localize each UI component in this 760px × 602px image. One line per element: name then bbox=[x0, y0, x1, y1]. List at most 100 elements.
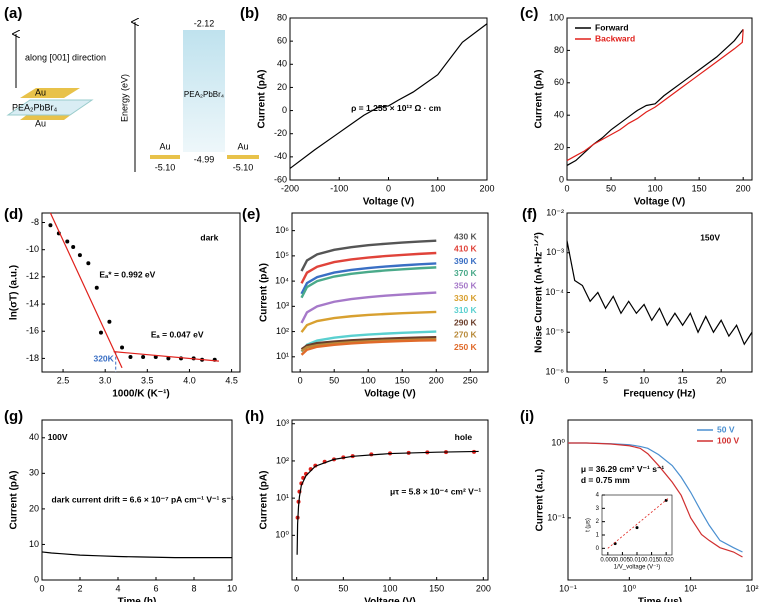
perovskite-slab bbox=[6, 99, 94, 116]
y-tick-label: 40 bbox=[554, 110, 564, 120]
y-tick-label: -18 bbox=[26, 353, 39, 363]
data-line bbox=[41, 551, 232, 559]
y-tick-label: 0 bbox=[282, 105, 287, 115]
y-tick-label: 0 bbox=[34, 574, 39, 584]
y-tick-label: -40 bbox=[274, 151, 287, 161]
y-tick-label: 10⁻⁴ bbox=[545, 287, 564, 297]
data-line bbox=[300, 330, 437, 353]
data-line bbox=[49, 212, 123, 369]
y-tick-label: 40 bbox=[29, 432, 39, 442]
x-tick-label: 0 bbox=[564, 375, 569, 385]
x-tick-label: 150 bbox=[395, 375, 410, 385]
annotation: dark current drift = 6.6 × 10⁻⁷ pA cm⁻¹ … bbox=[52, 494, 234, 504]
x-axis-label: Voltage (V) bbox=[634, 197, 685, 208]
x-axis-label: Time (μs) bbox=[638, 597, 682, 602]
plot-frame bbox=[566, 212, 753, 373]
data-point bbox=[86, 261, 91, 266]
y-tick-label: 80 bbox=[277, 12, 287, 22]
x-tick-label: 250 bbox=[463, 375, 478, 385]
legend-label: 270 K bbox=[454, 330, 478, 340]
panel-label: (d) bbox=[4, 206, 23, 223]
data-line bbox=[300, 310, 437, 333]
x-tick-label: -200 bbox=[281, 183, 299, 193]
y-tick-label: 60 bbox=[554, 77, 564, 87]
y-tick-label: -20 bbox=[274, 128, 287, 138]
annotation: 150V bbox=[700, 233, 720, 243]
x-axis-label: Frequency (Hz) bbox=[623, 389, 695, 400]
y-axis-label: Current (pA) bbox=[259, 471, 270, 530]
data-point bbox=[107, 319, 112, 324]
au-top bbox=[20, 88, 80, 98]
au-level bbox=[150, 155, 180, 159]
data-point bbox=[94, 285, 99, 290]
x-tick-label: 10 bbox=[639, 375, 649, 385]
panel-label: (h) bbox=[245, 408, 264, 425]
annotation: d = 0.75 mm bbox=[581, 475, 630, 485]
data-point bbox=[166, 356, 171, 361]
x-tick-label: 50 bbox=[329, 375, 339, 385]
y-tick-label: 10³ bbox=[276, 301, 289, 311]
x-tick-label: 3.0 bbox=[99, 375, 112, 385]
data-point bbox=[98, 330, 103, 335]
x-tick-label: 100 bbox=[430, 183, 445, 193]
y-axis-label: Noise Current (nA·Hz⁻¹ᐟ²) bbox=[534, 232, 545, 353]
plot-frame bbox=[291, 212, 489, 373]
y-tick-label: 60 bbox=[277, 36, 287, 46]
legend-label: 50 V bbox=[717, 424, 735, 434]
data-point bbox=[65, 239, 70, 244]
x-tick-label: 2.5 bbox=[57, 375, 70, 385]
y-tick-label: 10⁻² bbox=[546, 207, 564, 217]
data-line bbox=[566, 240, 753, 346]
x-tick-label: 100 bbox=[648, 183, 663, 193]
x-axis-label: Voltage (V) bbox=[364, 597, 415, 602]
legend-label: 310 K bbox=[454, 305, 478, 315]
y-tick-label: 10² bbox=[276, 326, 289, 336]
y-tick-label: -14 bbox=[26, 298, 39, 308]
x-tick-label: 50 bbox=[606, 183, 616, 193]
data-point bbox=[128, 355, 133, 360]
data-line bbox=[300, 251, 437, 284]
metal-label: Au bbox=[159, 141, 170, 151]
material-label: PEA₂PbBr₄ bbox=[184, 90, 224, 99]
y-tick-label: 4 bbox=[596, 493, 600, 499]
data-line bbox=[289, 23, 488, 169]
panel-label: (c) bbox=[520, 5, 538, 22]
data-point bbox=[120, 345, 125, 350]
au-level bbox=[227, 155, 259, 159]
y-tick-label: 10⁶ bbox=[275, 225, 289, 235]
legend-label: 390 K bbox=[454, 256, 478, 266]
x-tick-label: 0 bbox=[386, 183, 391, 193]
y-tick-label: 10⁴ bbox=[275, 275, 289, 285]
y-tick-label: 30 bbox=[29, 468, 39, 478]
level-label: -4.99 bbox=[194, 154, 215, 164]
data-point bbox=[48, 223, 53, 228]
x-tick-label: 10 bbox=[227, 583, 237, 593]
x-tick-label: 0.020 bbox=[659, 558, 675, 564]
annotation: μτ = 5.8 × 10⁻⁴ cm² V⁻¹ bbox=[390, 486, 481, 496]
x-tick-label: 10² bbox=[745, 583, 758, 593]
y-tick-label: 40 bbox=[277, 59, 287, 69]
x-tick-label: 15 bbox=[678, 375, 688, 385]
panel-label: (a) bbox=[4, 5, 22, 22]
y-axis-label: Current (pA) bbox=[259, 263, 270, 322]
annotation: 320K bbox=[93, 354, 114, 364]
legend-label: Forward bbox=[595, 22, 629, 32]
x-tick-label: 8 bbox=[191, 583, 196, 593]
legend-label: 430 K bbox=[454, 231, 478, 241]
data-line bbox=[113, 351, 219, 362]
panel-label: (e) bbox=[242, 206, 260, 223]
legend-label: 350 K bbox=[454, 280, 478, 290]
data-point bbox=[71, 244, 76, 249]
x-tick-label: 150 bbox=[692, 183, 707, 193]
legend-label: 330 K bbox=[454, 293, 478, 303]
metal-label: Au bbox=[237, 141, 248, 151]
plot-frame bbox=[289, 17, 488, 181]
x-tick-label: 200 bbox=[479, 183, 494, 193]
x-tick-label: 50 bbox=[338, 583, 348, 593]
annotation: μ = 36.29 cm² V⁻¹ s⁻¹ bbox=[581, 464, 665, 474]
panel-label: (i) bbox=[520, 408, 534, 425]
stack-label: PEA₂PbBr₄ bbox=[12, 102, 58, 112]
plot-frame bbox=[291, 419, 489, 581]
stack-label: Au bbox=[35, 118, 46, 128]
